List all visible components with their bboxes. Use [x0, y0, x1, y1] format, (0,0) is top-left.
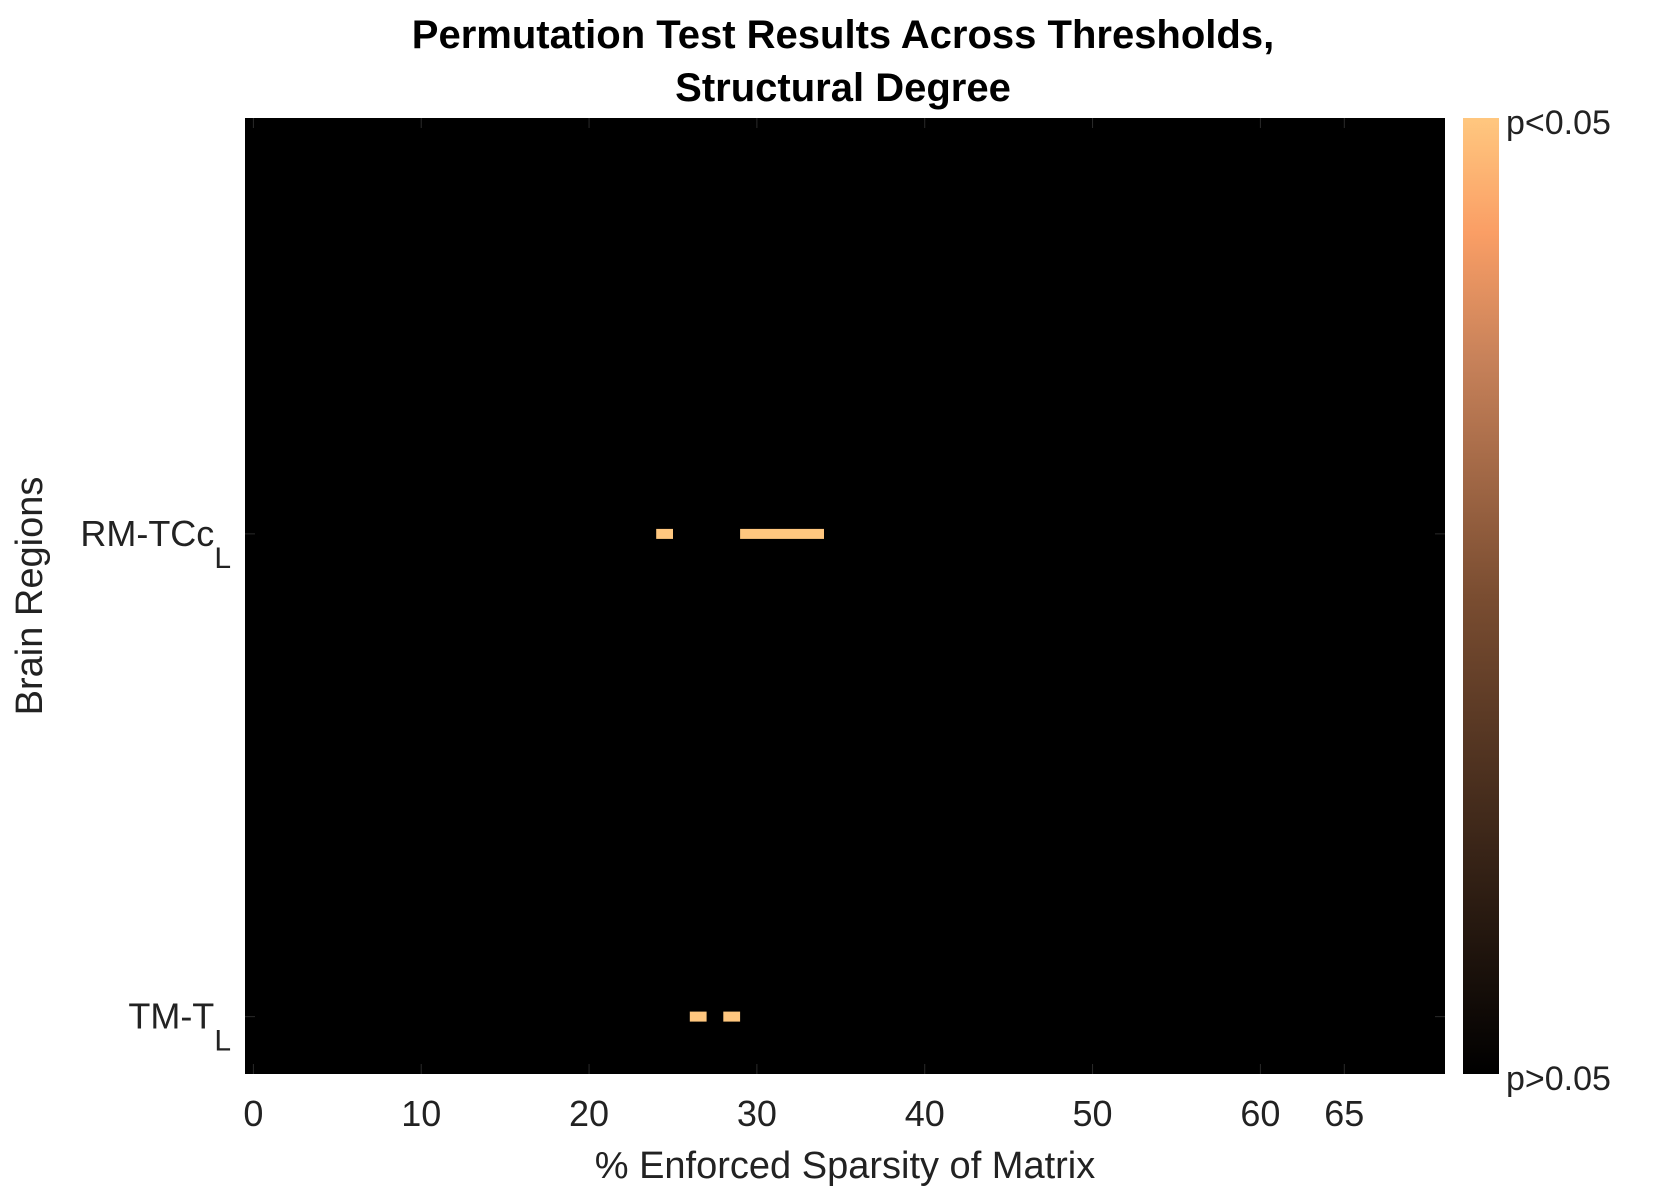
y-axis-label: Brain Regions — [9, 477, 51, 716]
y-tick-label-base: RM-TCc — [80, 513, 214, 554]
x-axis-label: % Enforced Sparsity of Matrix — [595, 1145, 1096, 1187]
significant-cell-2 — [740, 528, 824, 539]
colorbar-bottom-label: p>0.05 — [1506, 1060, 1611, 1098]
heatmap-cells — [656, 528, 824, 1022]
y-tick-label-1: RM-TCcL — [80, 513, 231, 575]
chart-title-line-2: Structural Degree — [675, 66, 1011, 110]
colorbar-top-label: p<0.05 — [1506, 104, 1611, 142]
x-tick-label-20: 20 — [569, 1093, 609, 1134]
significant-cell-4 — [723, 1011, 741, 1022]
x-tick-label-0: 0 — [243, 1093, 263, 1134]
y-tick-label-subscript: L — [214, 1025, 231, 1058]
x-tick-label-30: 30 — [737, 1093, 777, 1134]
chart-title-line-1: Permutation Test Results Across Threshol… — [412, 13, 1274, 57]
significant-cell-1 — [656, 528, 673, 539]
y-tick-label-2: TM-TL — [128, 996, 231, 1058]
colorbar — [1463, 118, 1499, 1074]
heatmap-plot-area — [245, 118, 1445, 1074]
x-tick-label-50: 50 — [1073, 1093, 1113, 1134]
y-tick-label-base: TM-T — [128, 996, 214, 1037]
x-tick-label-40: 40 — [905, 1093, 945, 1134]
x-tick-label-10: 10 — [401, 1093, 441, 1134]
significant-cell-3 — [689, 1011, 707, 1022]
y-tick-label-subscript: L — [214, 542, 231, 575]
x-tick-label-65: 65 — [1324, 1093, 1364, 1134]
x-tick-label-60: 60 — [1240, 1093, 1280, 1134]
